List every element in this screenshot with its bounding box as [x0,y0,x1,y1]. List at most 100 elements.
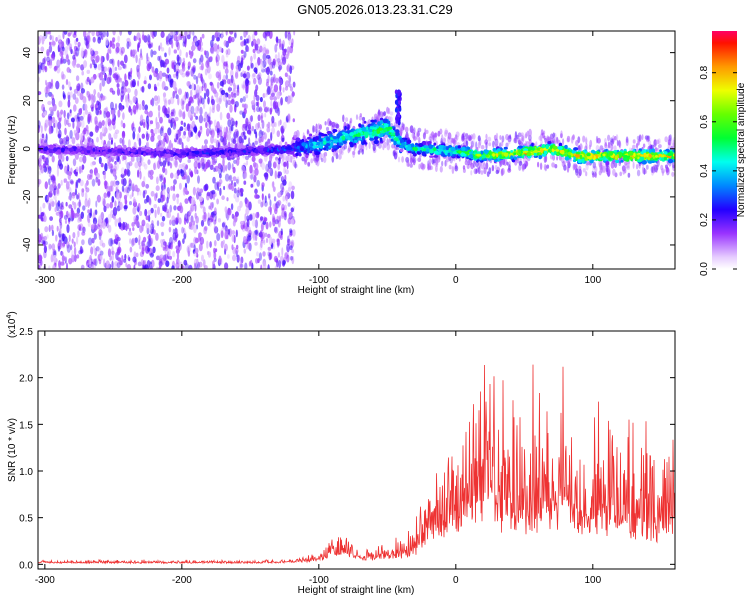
spectrogram-cell [117,109,121,118]
spectrogram-cell [95,200,98,208]
spectrogram-cell [93,233,97,240]
spectrogram-cell [76,194,79,200]
spectrogram-cell [143,163,148,170]
spectrogram-cell [219,126,222,133]
spectrogram-cell [120,60,124,66]
spectrogram-cell [206,127,210,135]
spectrogram-cell [520,132,524,137]
spectrogram-cell [141,161,146,167]
spectrogram-cell [222,94,227,102]
spectrogram-cell [160,181,165,191]
spectrogram-cell [379,137,383,142]
spectrogram-cell [56,110,60,118]
spectrogram-cell [480,170,484,175]
spectrogram-cell [79,92,84,101]
spectrogram-cell [224,262,229,269]
spectrogram-cell [82,205,86,211]
spectrogram-cell [186,136,190,142]
spectrogram-cell [56,225,59,232]
spectrogram-cell [227,99,232,106]
spectrogram-cell [65,181,70,190]
spectrogram-cell [272,181,275,188]
spectrogram-cell [175,64,180,70]
spectrogram-cell [264,107,268,113]
spectrogram-cell [258,158,263,164]
spectrogram-cell [526,130,530,137]
spectrogram-cell [182,65,186,72]
spectrogram-cell [286,243,291,253]
spectrogram-cell [68,81,71,89]
spectrogram-cell [236,244,239,250]
spectrogram-cell [136,155,139,163]
spectrogram-cell [151,220,154,227]
spectrogram-cell [220,230,224,239]
spectrogram-cell [38,91,42,96]
spectrogram-cell [47,100,52,106]
spectrogram-cell [112,109,115,119]
spectrogram-cell [210,46,215,55]
spectrogram-cell [209,56,213,61]
spectrogram-cell [272,186,276,193]
spectrogram-cell [392,150,395,157]
spectrogram-cell [60,71,65,80]
spectrogram-cell [64,219,68,224]
spectrogram-cell [488,167,492,175]
figure-title: GN05.2026.013.23.31.C29 [297,2,453,17]
spectrogram-cell [89,63,93,69]
spectrogram-cell [157,104,161,112]
spectrogram-cell [83,60,88,68]
spectrogram-cell [284,72,288,78]
spectrogram-cell [77,41,81,47]
spectrogram-cell [154,193,157,202]
spectrogram-cell [224,206,228,213]
spectrogram-cell [137,202,141,212]
spectrogram-cell [263,132,267,140]
spectrogram-cell [273,196,277,202]
spectrogram-cell [166,67,170,74]
spectrogram-cell [122,221,126,230]
spectrogram-cell [273,84,279,93]
spectrogram-cell [113,264,118,269]
spectrogram-cell [92,36,96,43]
spectrogram-cell [141,219,146,227]
spectrogram-cell [566,166,570,173]
spectrogram-cell [48,202,52,212]
spectrogram-cell [254,193,259,199]
spectrogram-cell [263,217,268,222]
spectrogram-cell [189,100,192,106]
spectrogram-cell [217,218,221,223]
spectrogram-cell [185,103,189,112]
spectrogram-cell [251,219,256,227]
spectrogram-cell [280,176,285,183]
spectrogram-cell [92,258,97,266]
spectrogram-cell [101,196,105,202]
spectrogram-cell [157,134,162,141]
spectrogram-cell [257,56,261,66]
spectrogram-cell [177,169,181,176]
spectrogram-cell [123,63,127,70]
spectrogram-cell [70,117,75,123]
spectrogram-cell [158,139,163,147]
spectrogram-cell [87,237,93,246]
spectrogram-cell [140,48,143,58]
spectrogram-cell [134,237,138,244]
spectrogram-cell [616,140,619,146]
spectrogram-cell [206,64,211,74]
spectrogram-cell [115,191,120,200]
spectrogram-cell [278,78,283,85]
spectrogram-cell [276,111,280,116]
spectrogram-cell [212,176,216,184]
spectrogram-cell [54,120,58,128]
spectrogram-cell [98,96,103,102]
spectrogram-cell [168,46,171,56]
spectrogram-cell [182,111,186,120]
spectrogram-cell [59,137,64,145]
spectrogram-cell [281,127,284,136]
spectrogram-cell [67,99,71,108]
spectrogram-cell [292,229,296,237]
spectrogram-cell [52,248,56,256]
spectrogram-cell [129,201,132,206]
spectrogram-cell [181,164,185,171]
spectrogram-cell [235,130,239,138]
spectrogram-cell [551,162,555,168]
